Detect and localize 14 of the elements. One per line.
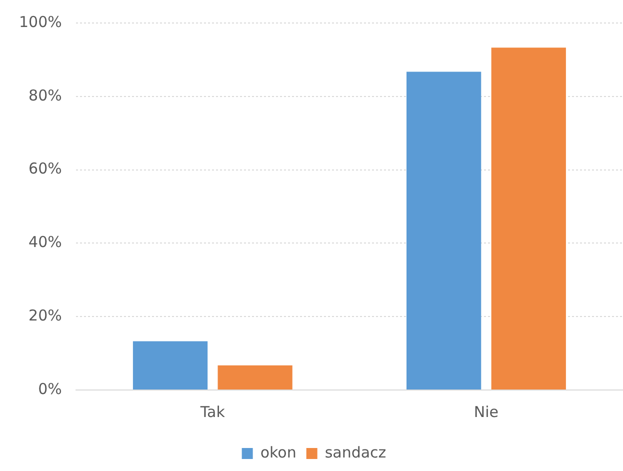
y-tick-label: 100%: [18, 12, 62, 31]
y-tick-label: 60%: [28, 160, 62, 178]
y-tick-label: 0%: [38, 380, 62, 398]
legend-label: okon: [260, 443, 296, 462]
x-tick-label: Nie: [474, 402, 499, 421]
y-tick-label: 40%: [28, 233, 62, 252]
bar: [491, 48, 566, 390]
y-tick-label: 20%: [28, 306, 62, 324]
bar: [132, 341, 208, 390]
bar: [406, 72, 482, 390]
legend-label: sandacz: [324, 443, 386, 462]
y-tick-label: 80%: [28, 86, 62, 104]
x-tick-label: Tak: [199, 402, 226, 421]
bar: [218, 365, 292, 390]
